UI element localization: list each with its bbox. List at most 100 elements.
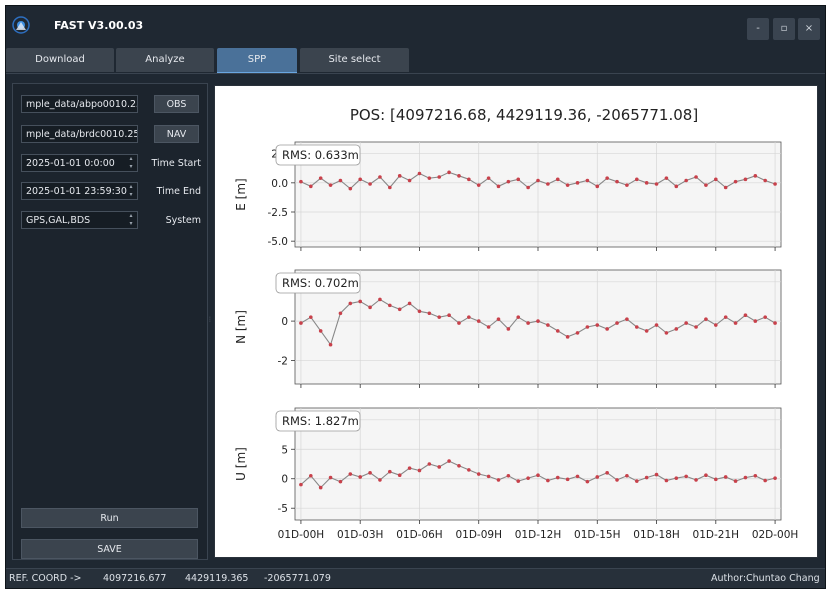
y-axis-label: N [m] [234, 310, 248, 344]
minimize-button[interactable]: - [747, 18, 769, 40]
data-point [595, 184, 600, 189]
rms-box [275, 144, 361, 166]
data-point [704, 473, 708, 478]
data-point [684, 321, 688, 325]
data-point [299, 179, 303, 184]
data-point [773, 321, 777, 325]
data-point [743, 313, 748, 318]
time-start-label: Time Start [151, 158, 201, 169]
data-point [516, 479, 521, 483]
y-tick-label: -2.5 [268, 207, 289, 219]
data-point [773, 476, 777, 480]
maximize-button[interactable]: ▫ [773, 18, 795, 40]
data-point [309, 473, 313, 478]
x-tick-label: 01D-18H [633, 529, 680, 541]
data-point [714, 177, 718, 182]
data-point [565, 335, 570, 339]
data-point [575, 181, 580, 185]
data-point [723, 475, 728, 479]
app-window: FAST V3.00.03 - ▫ × Download Analyze SPP… [5, 5, 826, 589]
data-point [565, 183, 570, 187]
data-point [555, 475, 560, 480]
tab-spp[interactable]: SPP [217, 48, 297, 74]
data-point [595, 475, 600, 479]
data-point [358, 177, 362, 182]
data-point [447, 170, 451, 175]
data-point [585, 479, 590, 484]
data-point [644, 181, 649, 185]
data-point [348, 472, 353, 476]
rms-annotation: RMS: 0.702m [282, 276, 359, 290]
window-title: FAST V3.00.03 [54, 19, 144, 32]
time-end-input[interactable]: 2025-01-01 23:59:30 [21, 182, 138, 200]
data-point [368, 182, 372, 186]
data-point [476, 472, 481, 476]
data-point [417, 309, 422, 314]
data-point [388, 185, 392, 190]
data-point [447, 459, 451, 463]
data-point [654, 182, 659, 186]
data-point [516, 315, 521, 319]
y-tick-label: -2 [278, 355, 288, 367]
obs-button[interactable]: OBS [154, 95, 199, 113]
save-button[interactable]: SAVE [21, 539, 198, 559]
data-point [378, 478, 382, 482]
data-point [348, 301, 353, 306]
ref-coord-y: 4429119.365 [185, 573, 249, 584]
data-point [546, 323, 550, 327]
data-point [397, 473, 402, 478]
data-point [516, 177, 521, 182]
y-tick-label: -5 [278, 503, 288, 515]
data-point [309, 315, 313, 319]
data-point [417, 171, 422, 176]
data-point [575, 474, 580, 479]
data-point [684, 474, 688, 479]
data-point [664, 176, 669, 180]
tab-analyze[interactable]: Analyze [116, 48, 214, 72]
tab-download[interactable]: Download [6, 48, 114, 72]
data-point [407, 301, 412, 306]
system-label: System [165, 215, 201, 226]
nav-file-input[interactable]: mple_data/brdc0010.25p [21, 125, 138, 143]
data-point [585, 178, 590, 183]
system-dropdown-icon[interactable]: ▴ ▾ [129, 212, 133, 227]
ref-coord-label: REF. COORD -> [9, 573, 82, 584]
x-tick-label: 01D-21H [693, 529, 740, 541]
ref-coord-z: -2065771.079 [264, 573, 331, 584]
x-tick-label: 01D-12H [515, 529, 562, 541]
data-point [694, 175, 698, 179]
data-point [733, 321, 738, 325]
data-point [457, 321, 461, 325]
data-point [486, 325, 491, 329]
nav-button[interactable]: NAV [154, 125, 199, 143]
tab-site-select[interactable]: Site select [300, 48, 409, 72]
data-point [427, 176, 432, 180]
data-point [378, 175, 382, 179]
app-logo-icon [12, 16, 30, 34]
data-point [555, 177, 560, 182]
splitter-handle-icon[interactable]: ⋮ [207, 316, 213, 323]
x-tick-label: 01D-03H [337, 529, 384, 541]
run-button[interactable]: Run [21, 508, 198, 528]
time-start-spinner-icon[interactable]: ▴ ▾ [129, 155, 133, 170]
data-point [358, 475, 362, 479]
data-point [684, 178, 688, 183]
obs-file-input[interactable]: mple_data/abpo0010.25o [21, 95, 138, 113]
close-button[interactable]: × [798, 18, 820, 40]
data-point [644, 329, 649, 333]
data-point [457, 174, 461, 178]
data-point [526, 185, 530, 190]
data-point [714, 477, 718, 482]
time-start-input[interactable]: 2025-01-01 0:0:00 [21, 154, 138, 172]
y-axis-label: U [m] [234, 447, 248, 481]
data-point [723, 185, 728, 190]
data-point [546, 478, 550, 483]
title-bar: FAST V3.00.03 - ▫ × [6, 6, 825, 46]
time-end-spinner-icon[interactable]: ▴ ▾ [129, 183, 133, 198]
data-point [417, 468, 422, 473]
data-point [407, 178, 412, 183]
data-point [427, 311, 432, 316]
system-select[interactable]: GPS,GAL,BDS [21, 211, 138, 229]
data-point [338, 311, 343, 316]
status-bar: REF. COORD -> 4097216.677 4429119.365 -2… [6, 568, 825, 588]
